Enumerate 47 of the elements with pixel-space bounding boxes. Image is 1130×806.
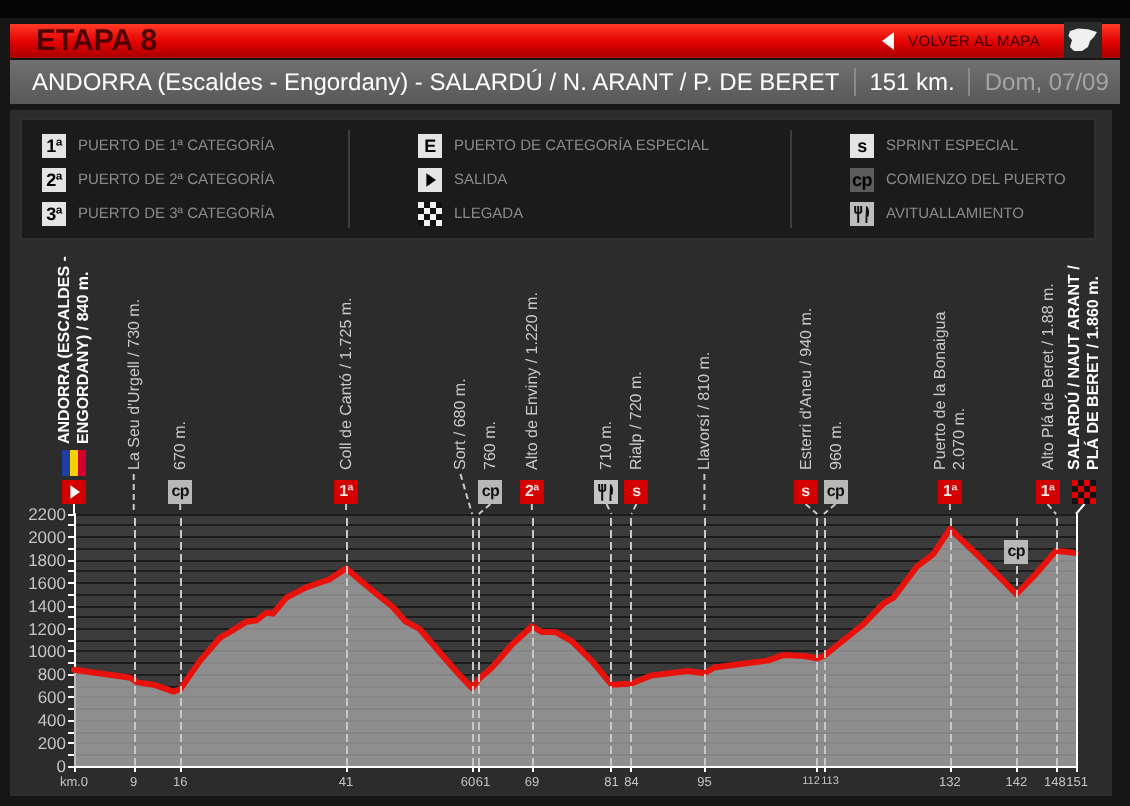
text: cp [478, 480, 503, 504]
annotation: cp [1004, 540, 1029, 565]
ref-line-label: Sort / 680 m. [450, 378, 470, 470]
y-tick-label: 200 [37, 733, 67, 754]
y-tick-label: 600 [37, 687, 67, 708]
text: 1ª [1035, 480, 1060, 504]
ref-line-label: SALARDÚ / NAUT ARANT / PLÁ DE BERET / 1.860 m. [1065, 265, 1104, 470]
text: s [850, 134, 874, 158]
ref-line-label: 670 m. [170, 421, 190, 470]
text: s [624, 480, 649, 504]
text: 1ª [42, 134, 66, 158]
text: cp [168, 480, 193, 504]
text: 151 km. [853, 68, 955, 96]
ref-line-label: Alto Plá de Beret / 1.88 m. [1038, 283, 1058, 470]
text: Dom, 07/09 [968, 68, 1109, 96]
y-tick-label: 800 [37, 664, 67, 685]
ref-line-label: Alto de Enviny / 1.220 m. [522, 292, 542, 470]
ref-line-label: Llavorsí / 810 m. [694, 351, 714, 470]
text: s [793, 480, 818, 504]
text: cp [823, 480, 848, 504]
text: 2ª [42, 168, 66, 192]
y-tick-label: 1400 [28, 595, 67, 616]
ref-line-label: 710 m. [596, 421, 616, 470]
text: 1ª [937, 480, 962, 504]
y-tick-label: 0 [56, 756, 67, 776]
y-tick-label: 2000 [28, 526, 67, 547]
chart-title: ETAPA 8 [36, 24, 158, 58]
y-tick-label: 400 [37, 710, 67, 731]
y-tick-label: 1000 [28, 641, 67, 662]
text: E [418, 134, 442, 158]
ref-line-label: Rialp / 720 m. [626, 371, 646, 470]
y-tick-label: 1800 [28, 549, 67, 570]
text: cp [850, 168, 874, 192]
ref-line-label: 760 m. [480, 421, 500, 470]
ref-line-label: Coll de Cantó / 1.725 m. [336, 297, 356, 470]
chart-subtitle: ANDORRA (Escaldes - Engordany) - SALARDÚ / N. ARANT / P. DE BERET [32, 68, 840, 96]
ref-line-label: Esterri d'Aneu / 940 m. [796, 307, 815, 470]
text: 1ª [334, 480, 359, 504]
ref-line-label: Puerto de la Bonaigua 2.070 m. [930, 311, 969, 470]
text: 3ª [42, 202, 66, 226]
y-tick-label: 1200 [28, 618, 67, 639]
text: 2ª [519, 480, 544, 504]
ref-line-label: La Seu d'Urgell / 730 m. [124, 298, 144, 470]
text: ANDORRA (ESCALDES - ENGORDANY) / 840 m. [55, 256, 93, 444]
y-tick-label: 1600 [28, 572, 67, 593]
y-tick-label: 2200 [28, 504, 67, 524]
ref-line-label: 960 m. [826, 421, 845, 470]
